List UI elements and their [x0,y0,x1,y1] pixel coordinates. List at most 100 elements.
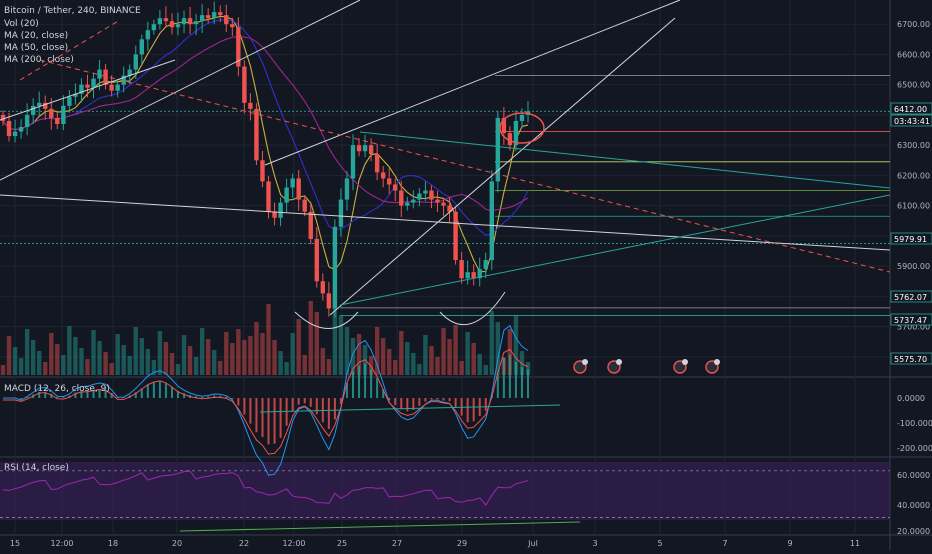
indicator-label-ma50[interactable]: MA (50, close) [4,43,68,53]
event-badge-icon [714,359,720,365]
volume-bar [308,301,313,375]
candle-body [151,24,157,31]
volume-bar [236,329,241,375]
price-tags: 6412.00 03:43:41 5979.91 5762.07 5737.47 5575… [890,102,932,365]
candle-body [248,102,253,109]
rsi-trend [179,521,581,532]
price-tag-box [890,114,932,127]
time-tick-label: 5 [657,539,662,548]
volume-bar [73,337,78,375]
volume-bar [447,339,452,375]
volume-bar [67,326,72,375]
candle-body [368,145,374,155]
candle-body [139,39,144,55]
volume-bar [187,346,193,375]
candle-body [67,96,72,106]
volume-bar [272,340,277,375]
volume-bar [411,353,416,375]
time-tick-label: Jul [527,539,538,548]
volume-bar [169,353,175,375]
trend-drawings [0,0,891,329]
volume-bar [175,364,181,375]
trend-line [0,194,891,251]
volume-bar [24,329,30,375]
price-tag-box [890,290,932,303]
candle-body [441,202,446,206]
rsi-pane [0,470,890,532]
curve-annotation [439,291,506,326]
indicator-label-vol[interactable]: Vol (20) [4,19,39,29]
volume-bar [495,322,501,375]
candle-body [187,18,193,25]
time-tick-label: 15 [10,539,20,548]
time-axis[interactable]: 15 12:00 18 20 22 12:00 25 27 29 Jul 3 5 7 9 11 [10,539,860,548]
candle-body [314,238,319,282]
candle-body [519,114,525,121]
rsi-tick-label: 20.0000 [897,527,930,536]
candle-body [43,102,48,109]
volume-bar [230,343,235,375]
candle-body [85,84,90,88]
rsi-label[interactable]: RSI (14, close) [4,463,69,473]
rsi-axis: 60.0000 40.0000 20.0000 [897,471,930,536]
macd-label[interactable]: MACD (12, 26, close, 9) [4,384,110,394]
volume-bar [145,349,151,375]
rsi-tick-label: 40.0000 [897,501,930,510]
volume-bar [344,327,350,375]
candle-body [73,93,78,97]
candle-body [97,69,102,79]
candle-body [109,84,114,91]
volume-bar [507,329,513,375]
candle-body [320,281,326,294]
ma200-line [2,35,529,212]
volume-bar [405,342,410,375]
indicator-label-ma20[interactable]: MA (20, close) [4,31,68,41]
candle-body [12,131,18,137]
price-tag-box [890,102,932,115]
price-tick-label: 6600.00 [897,50,930,59]
candle-body [24,114,30,128]
candle-body [79,84,84,94]
candle-body [356,145,362,152]
candle-body [387,178,392,185]
volume-bar [157,331,163,375]
candle-body [181,18,187,25]
candle-body [212,12,217,19]
volume-bar [513,315,519,375]
candle-body [37,102,42,106]
price-tick-label: 6300.00 [897,141,930,150]
volume-bar [55,344,60,375]
candle-body [459,260,464,279]
volume-bar [49,333,54,375]
volume-bar [6,336,12,375]
price-tag-text: 6412.00 [894,105,927,114]
time-tick-label: 3 [592,539,597,548]
event-markers[interactable] [573,359,720,374]
candle-body [30,105,36,115]
candle-body [284,187,289,203]
volume-bar [465,332,470,375]
candle-body [127,69,132,76]
volume-bar [417,364,422,375]
rsi-band [0,462,890,520]
volume-bar [61,355,66,375]
candle-body [465,272,470,279]
volume-bar [435,357,440,375]
candle-body [199,15,205,22]
volume-bar [12,347,18,375]
candle-body [489,181,494,261]
candle-body [380,172,386,179]
volume-bar [441,328,446,375]
volume-bar [260,333,265,375]
volume-bar [374,327,380,375]
volume-bar [248,336,253,375]
price-tag-text: 5762.07 [894,293,927,302]
volume-bar [326,359,332,375]
volume-bar [181,335,187,375]
indicator-label-ma200[interactable]: MA (200, close) [4,55,74,65]
candle-body [169,21,175,28]
candle-body [254,108,259,161]
volume-bar [224,332,229,375]
candle-body [0,114,6,121]
